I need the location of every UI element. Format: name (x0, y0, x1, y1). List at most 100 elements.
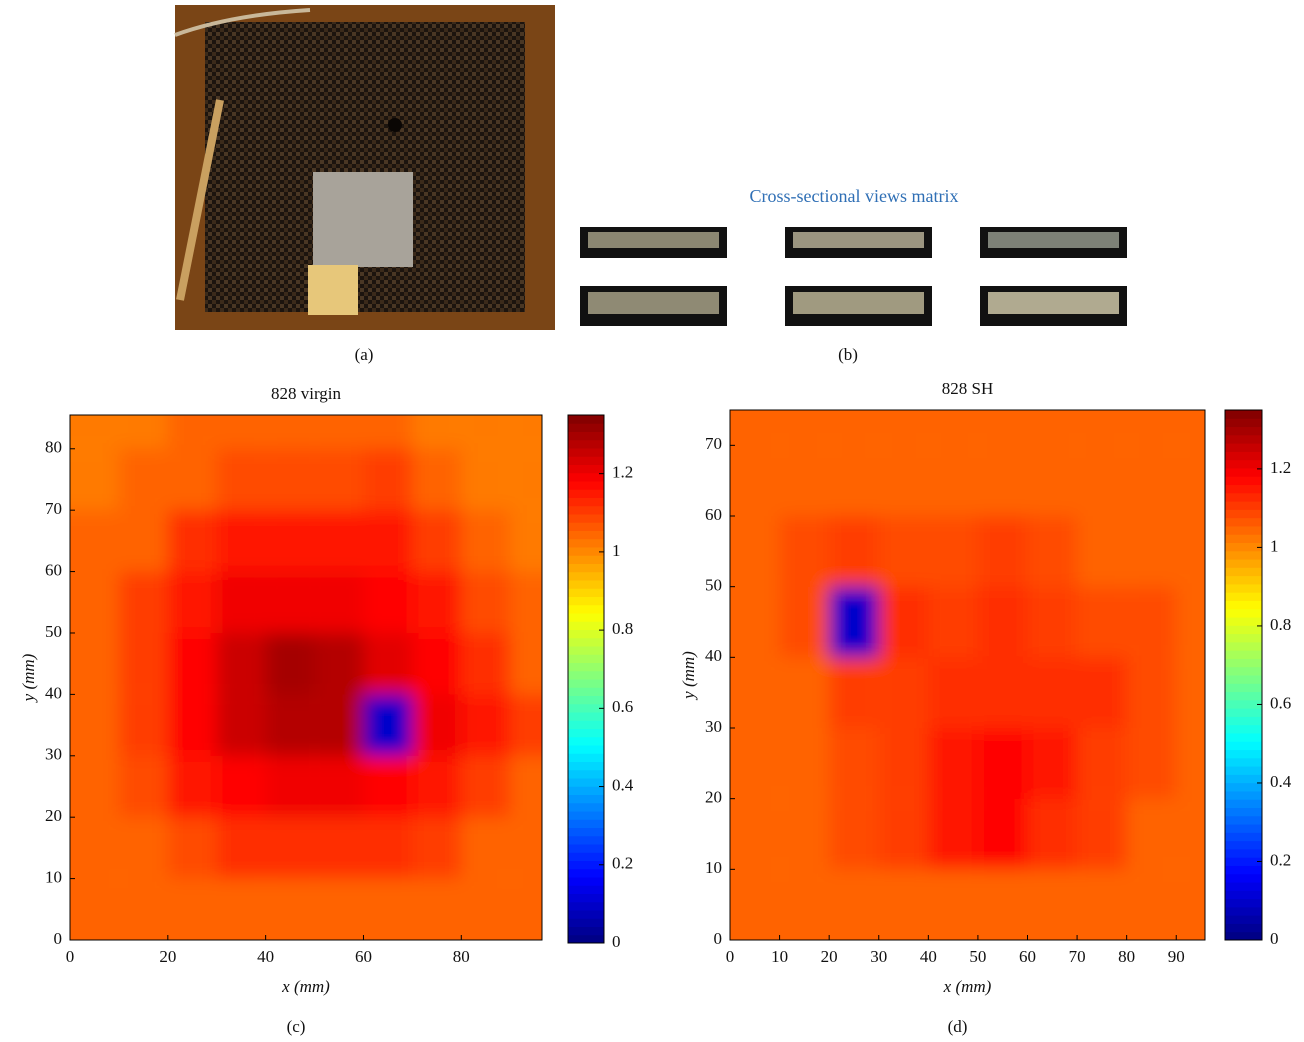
heatmap-cell (780, 445, 830, 516)
colorbar-tick-label: 1 (612, 541, 621, 560)
heatmap-cell (168, 572, 217, 633)
heatmap-cell (1127, 304, 1177, 445)
colorbar-tick-label: 0 (1270, 929, 1279, 948)
colorbar-step (1225, 435, 1262, 444)
y-tick-label: 0 (54, 929, 63, 948)
colorbar-step (1225, 600, 1262, 609)
x-tick-label: 80 (453, 947, 470, 966)
heatmap-cell (412, 694, 461, 755)
colorbar-step (1225, 567, 1262, 576)
colorbar-step (1225, 799, 1262, 808)
heatmap-cell (217, 510, 266, 571)
heatmap-cell (829, 445, 879, 516)
colorbar-step (1225, 584, 1262, 593)
colorbar-step (1225, 857, 1262, 866)
colorbar-step (568, 489, 604, 498)
colorbar-tick-label: 1.2 (1270, 458, 1291, 477)
heatmap-cell (412, 449, 461, 510)
heatmap-cell (461, 633, 510, 694)
heatmap-cell (780, 657, 830, 728)
colorbar-step (1225, 882, 1262, 891)
colorbar-step (1225, 791, 1262, 800)
y-axis-label: y (mm) (19, 653, 38, 703)
x-tick-label: 70 (1069, 947, 1086, 966)
x-tick-label: 0 (726, 947, 735, 966)
colorbar-step (1225, 451, 1262, 460)
heatmap-cell (217, 572, 266, 633)
heatmap-cell (1127, 799, 1177, 870)
colorbar-step (1225, 625, 1262, 634)
colorbar-step (568, 654, 604, 663)
heatmap-cell (119, 326, 168, 449)
x-tick-label: 20 (821, 947, 838, 966)
x-tick-label: 30 (870, 947, 887, 966)
colorbar-step (1225, 518, 1262, 527)
colorbar-step (568, 836, 604, 845)
heatmap-cell (461, 817, 510, 878)
heatmap-cell (119, 756, 168, 817)
panel-label: (c) (287, 1017, 306, 1036)
y-tick-label: 20 (45, 806, 62, 825)
heatmap-cell (363, 694, 412, 755)
heatmap-cell (363, 572, 412, 633)
heatmap-cell (780, 728, 830, 799)
heatmap-cell (928, 587, 978, 658)
y-tick-label: 30 (45, 745, 62, 764)
colorbar-step (568, 720, 604, 729)
x-tick-label: 20 (159, 947, 176, 966)
heatmap-cell (315, 510, 364, 571)
y-tick-label: 40 (705, 646, 722, 665)
heatmap-cell (119, 572, 168, 633)
panel-title: Cross-sectional views matrix (750, 186, 959, 206)
heatmap-cell (315, 756, 364, 817)
colorbar-step (1225, 683, 1262, 692)
colorbar-step (568, 498, 604, 507)
colorbar-step (1225, 675, 1262, 684)
heatmap-cell (1077, 728, 1127, 799)
colorbar-step (1225, 410, 1262, 419)
colorbar-step (568, 704, 604, 713)
colorbar-step (1225, 551, 1262, 560)
heatmap-cell (928, 657, 978, 728)
colorbar-step (568, 423, 604, 432)
colorbar-step (1225, 824, 1262, 833)
y-tick-label: 10 (705, 858, 722, 877)
heatmap-cell (978, 728, 1028, 799)
heatmap-cell (829, 657, 879, 728)
colorbar-step (568, 630, 604, 639)
colorbar-step (568, 828, 604, 837)
colorbar-step (568, 564, 604, 573)
colorbar-step (1225, 716, 1262, 725)
colorbar-step (568, 572, 604, 581)
heatmap-cell (412, 510, 461, 571)
heatmap-cell (1127, 728, 1177, 799)
heatmap-cell (978, 799, 1028, 870)
colorbar-step (1225, 667, 1262, 676)
heatmap-cell (168, 326, 217, 449)
colorbar-step (568, 877, 604, 886)
x-tick-label: 60 (355, 947, 372, 966)
colorbar-step (568, 885, 604, 894)
y-tick-label: 50 (45, 622, 62, 641)
colorbar-step (1225, 692, 1262, 701)
heatmap-cell (1127, 445, 1177, 516)
x-axis-label: x (mm) (281, 977, 330, 996)
colorbar-step (1225, 874, 1262, 883)
heatmap-cell (168, 817, 217, 878)
heatmap-cell (879, 516, 929, 587)
heatmap-cell (1077, 657, 1127, 728)
colorbar-step (1225, 642, 1262, 651)
heatmap-cell (168, 633, 217, 694)
colorbar-step (568, 712, 604, 721)
heatmap-cell (978, 587, 1028, 658)
colorbar-step (1225, 443, 1262, 452)
colorbar-step (568, 506, 604, 515)
heatmap-cell (315, 694, 364, 755)
colorbar-step (568, 597, 604, 606)
colorbar-step (1225, 700, 1262, 709)
heatmap-cell (978, 516, 1028, 587)
y-tick-label: 60 (45, 560, 62, 579)
colorbar-step (568, 935, 604, 944)
colorbar-step (568, 671, 604, 680)
heatmap-cell (363, 449, 412, 510)
